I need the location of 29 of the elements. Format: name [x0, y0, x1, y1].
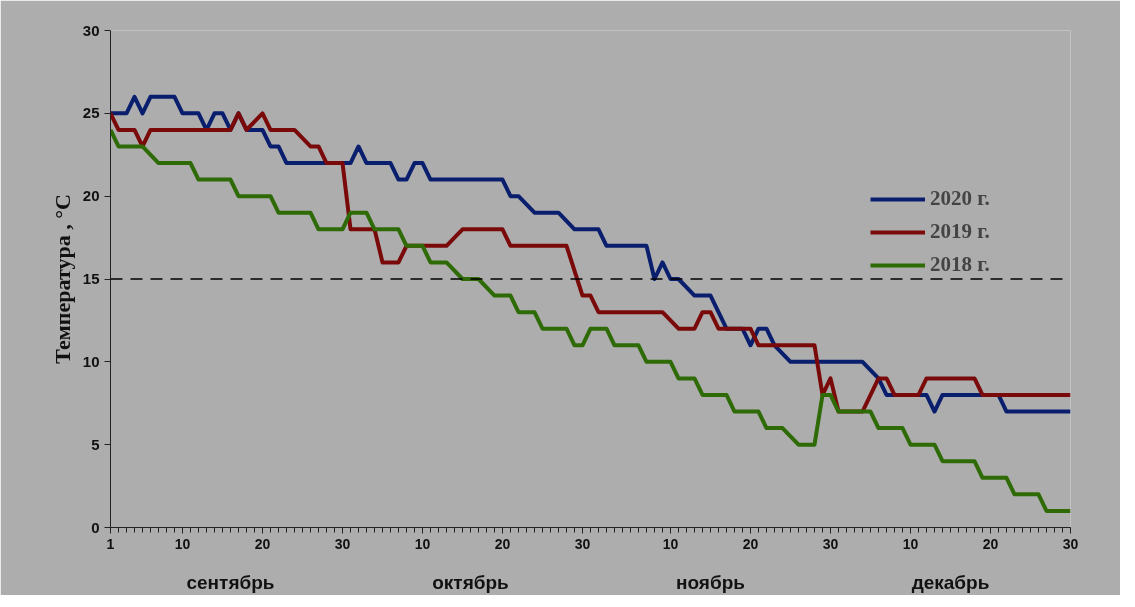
x-tick-label: 10 [902, 535, 919, 552]
y-tick-label: 15 [82, 270, 100, 287]
x-tick-label: 20 [742, 535, 759, 552]
x-tick-label: 10 [414, 535, 431, 552]
y-tick-label: 5 [91, 435, 100, 453]
text: сентябрь [186, 571, 275, 593]
x-tick-label: 30 [822, 535, 839, 552]
y-axis-title: Температура , °С [49, 194, 75, 364]
y-tick-label: 30 [82, 21, 100, 39]
x-tick-label: 30 [1062, 535, 1079, 552]
legend-label: 2019 г. [930, 219, 990, 244]
x-tick-label: 20 [982, 535, 999, 552]
x-tick-label: 30 [334, 535, 351, 552]
x-tick-label: 1 [106, 535, 115, 552]
legend-label: 2018 г. [930, 252, 990, 277]
x-tick-label: 20 [494, 535, 511, 552]
y-tick-label: 25 [82, 104, 100, 122]
x-tick-label: 10 [662, 535, 679, 552]
line-series [110, 127, 1071, 513]
x-tick-label: 30 [574, 535, 591, 552]
text: октябрь [432, 571, 509, 593]
y-tick-label: 10 [82, 352, 100, 370]
y-tick-label: 0 [91, 518, 100, 536]
legend-label: 2020 г. [930, 186, 990, 211]
x-tick-label: 10 [174, 535, 191, 552]
x-tick-label: 20 [254, 535, 271, 552]
text: декабрь [911, 571, 990, 593]
text: ноябрь [676, 571, 745, 593]
y-tick-label: 20 [82, 187, 100, 205]
